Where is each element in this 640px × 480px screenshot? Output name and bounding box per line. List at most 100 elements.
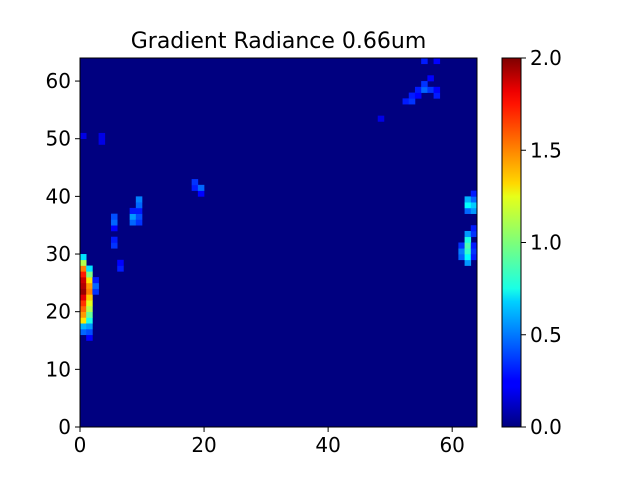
heatmap-cell <box>191 184 199 191</box>
heatmap-cell <box>377 115 385 122</box>
heatmap-cell <box>464 236 472 243</box>
y-tick-label: 10 <box>46 357 71 381</box>
heatmap-cell <box>464 230 472 238</box>
heatmap-cell <box>80 265 87 272</box>
heatmap-cell <box>92 288 99 295</box>
heatmap-cell <box>80 259 87 266</box>
heatmap-cell <box>80 323 87 330</box>
heatmap-cell <box>191 179 199 186</box>
heatmap-cell <box>98 138 106 145</box>
heatmap-cells <box>80 58 478 341</box>
heatmap-cell <box>470 225 478 232</box>
heatmap-cell <box>421 86 428 93</box>
heatmap-cell <box>470 207 478 214</box>
heatmap-cell <box>464 254 472 261</box>
heatmap-cell <box>111 236 118 243</box>
heatmap-cell <box>427 75 434 82</box>
heatmap-cell <box>86 282 93 289</box>
heatmap-cell <box>458 248 465 255</box>
heatmap-cell <box>92 277 99 284</box>
heatmap-background <box>80 58 477 427</box>
heatmap-cell <box>402 98 410 105</box>
heatmap-cell <box>86 334 93 341</box>
heatmap-cell <box>470 242 478 249</box>
heatmap-cell <box>414 92 422 99</box>
heatmap-cell <box>470 202 478 209</box>
colorbar-tick-label: 0.5 <box>530 323 562 347</box>
y-tick-label: 20 <box>46 300 71 324</box>
heatmap-cell <box>86 294 93 301</box>
x-tick-label: 20 <box>191 433 216 457</box>
heatmap-cell <box>135 196 143 203</box>
colorbar-tick-label: 1.0 <box>530 231 562 255</box>
heatmap-cell <box>111 213 118 220</box>
heatmap-cell <box>86 265 93 272</box>
heatmap-cell <box>464 259 472 266</box>
heatmap-cell <box>433 92 441 99</box>
x-axis: 0 20 40 60 <box>74 427 465 457</box>
colorbar-tick-label: 0.0 <box>530 415 562 439</box>
y-axis: 0 10 20 30 40 50 60 <box>46 69 80 439</box>
plot-frame <box>79 57 478 428</box>
heatmap-cell <box>86 311 93 318</box>
heatmap-cell <box>458 242 465 249</box>
heatmap-cell <box>86 317 93 324</box>
heatmap-cell <box>80 132 87 140</box>
heatmap-cell <box>86 277 93 284</box>
heatmap-cell <box>86 300 93 307</box>
heatmap-cell <box>197 184 205 191</box>
heatmap-cell <box>86 328 93 336</box>
heatmap-cell <box>129 219 137 226</box>
heatmap-cell <box>117 259 124 266</box>
heatmap-cell <box>111 242 118 249</box>
heatmap-cell <box>433 58 441 65</box>
heatmap-cell <box>197 190 205 197</box>
heatmap-cell <box>135 219 143 226</box>
heatmap-cell <box>408 98 416 105</box>
heatmap-cell <box>464 202 472 209</box>
heatmap-cell <box>458 254 465 261</box>
y-tick-label: 40 <box>46 184 71 208</box>
heatmap-cell <box>92 282 99 289</box>
heatmap-cell <box>80 282 87 289</box>
heatmap-cell <box>129 207 137 214</box>
heatmap-cell <box>464 196 472 203</box>
heatmap-cell <box>414 86 422 93</box>
chart-title: Gradient Radiance 0.66um <box>131 29 427 54</box>
heatmap-cell <box>464 207 472 214</box>
colorbar <box>501 57 522 428</box>
y-tick-label: 60 <box>46 69 71 93</box>
heatmap-cell <box>464 248 472 255</box>
heatmap-cell <box>80 271 87 278</box>
heatmap-cell <box>86 288 93 295</box>
heatmap-cell <box>117 265 124 272</box>
heatmap-cell <box>470 248 478 255</box>
heatmap-cell <box>470 254 478 261</box>
heatmap-cell <box>129 213 137 220</box>
heatmap-cell <box>80 305 87 312</box>
heatmap-cell <box>464 242 472 249</box>
heatmap-cell <box>135 207 143 214</box>
heatmap-cell <box>98 132 106 140</box>
heatmap-cell <box>80 300 87 307</box>
x-tick-label: 0 <box>74 433 87 457</box>
heatmap-cell <box>80 294 87 301</box>
heatmap-cell <box>427 86 434 93</box>
heatmap-cell <box>421 81 428 88</box>
heatmap-cell <box>86 271 93 278</box>
heatmap-cell <box>470 196 478 203</box>
heatmap-cell <box>111 225 118 232</box>
heatmap-cell <box>80 254 87 261</box>
heatmap-cell <box>408 92 416 99</box>
y-tick-label: 50 <box>46 127 71 151</box>
y-tick-label: 0 <box>58 415 71 439</box>
heatmap-cell <box>80 277 87 284</box>
x-tick-label: 40 <box>315 433 340 457</box>
heatmap-cell <box>80 288 87 295</box>
colorbar-tick-label: 2.0 <box>530 46 562 70</box>
colorbar-axis: 0.0 0.5 1.0 1.5 2.0 <box>521 46 562 439</box>
heatmap-cell <box>80 317 87 324</box>
colorbar-tick-label: 1.5 <box>530 138 562 162</box>
heatmap-cell <box>421 58 428 65</box>
